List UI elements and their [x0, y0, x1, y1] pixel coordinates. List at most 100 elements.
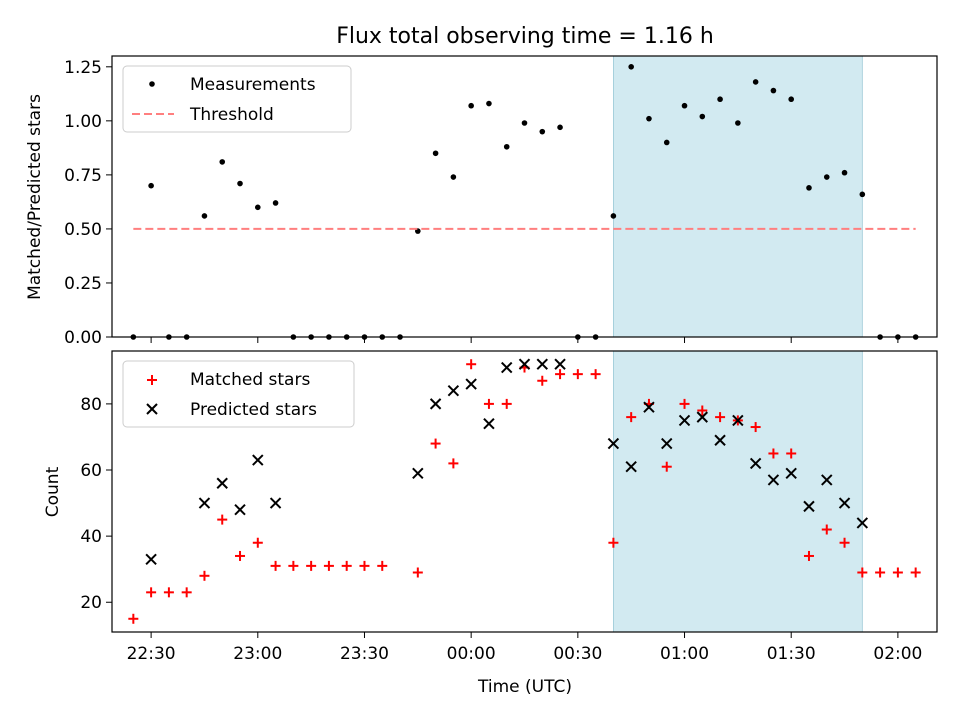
- observing-window-span: [613, 55, 863, 338]
- y-tick-label: 20: [80, 593, 102, 613]
- bottom-panel: 20 40 60 80 22:30 23:00 23:30 00:00 00:30 01:00 0…: [43, 350, 938, 697]
- predicted-stars-point: [198, 497, 211, 509]
- matched-stars-point: [768, 448, 779, 459]
- matched-stars-point: [128, 613, 139, 624]
- predicted-stars-point: [554, 358, 566, 370]
- predicted-stars-point: [732, 414, 744, 427]
- x-tick-label: 22:30: [127, 644, 176, 664]
- predicted-stars-point: [447, 384, 460, 397]
- matched-stars-point: [697, 405, 708, 416]
- matched-stars-point: [821, 524, 832, 535]
- matched-stars-point: [323, 560, 334, 571]
- matched-stars-point: [181, 587, 192, 598]
- matched-stars-point: [199, 570, 210, 581]
- series-predicted-stars: [145, 358, 869, 565]
- measurement-point: [752, 79, 759, 85]
- bottom-x-axis: 22:30 23:00 23:30 00:00 00:30 01:00 01:30 02:00: [127, 632, 922, 664]
- predicted-stars-point: [216, 477, 228, 489]
- bottom-plot-area: [128, 358, 921, 624]
- measurement-point: [148, 182, 154, 189]
- top-axes-frame: [111, 55, 938, 338]
- matched-stars-point: [306, 560, 317, 571]
- predicted-stars-point: [252, 454, 264, 466]
- matched-stars-point: [341, 560, 352, 571]
- legend-matched-label: Matched stars: [190, 370, 310, 390]
- measurement-point: [699, 113, 706, 120]
- y-tick-label: 60: [80, 461, 102, 481]
- matched-stars-point: [483, 398, 494, 409]
- measurement-point: [272, 200, 279, 206]
- matched-stars-point: [875, 567, 886, 578]
- predicted-stars-point: [678, 414, 691, 427]
- measurement-point: [219, 159, 226, 165]
- x-tick-label: 23:30: [340, 644, 389, 664]
- y-tick-label: 80: [80, 395, 102, 415]
- matched-stars-point: [217, 514, 228, 525]
- x-axis-label: Time (UTC): [477, 677, 572, 697]
- matched-stars-point: [679, 398, 690, 409]
- matched-stars-point: [750, 422, 761, 433]
- top-y-axis-label: Matched/Predicted stars: [25, 94, 45, 300]
- matched-stars-point: [892, 567, 903, 578]
- measurement-point: [503, 143, 510, 150]
- y-tick-label: 0.50: [64, 220, 102, 240]
- legend-measurements-marker: [149, 81, 155, 87]
- predicted-stars-point: [696, 411, 709, 423]
- predicted-stars-point: [536, 358, 548, 370]
- matched-stars-point: [839, 537, 850, 548]
- matched-stars-point: [448, 458, 459, 469]
- predicted-stars-point: [714, 434, 726, 446]
- matched-stars-point: [270, 560, 281, 571]
- predicted-stars-point: [856, 517, 869, 529]
- y-tick-label: 0.25: [64, 274, 102, 294]
- measurement-point: [254, 204, 261, 211]
- measurement-point: [788, 96, 795, 103]
- x-tick-label: 23:00: [233, 644, 282, 664]
- y-tick-label: 1.00: [64, 112, 102, 132]
- observing-window-span: [613, 350, 863, 633]
- y-tick-label: 40: [80, 527, 102, 547]
- top-y-axis: 0.00 0.25 0.50 0.75 1.00 1.25: [64, 58, 112, 348]
- measurement-point: [681, 102, 688, 109]
- matched-stars-point: [430, 438, 441, 449]
- matched-stars-point: [359, 560, 370, 571]
- measurement-point: [486, 100, 492, 107]
- predicted-stars-point: [145, 553, 157, 565]
- legend-predicted-marker: [146, 403, 158, 415]
- bottom-legend-box: [122, 360, 355, 428]
- y-tick-label: 0.75: [64, 166, 102, 186]
- chart-title: Flux total observing time = 1.16 h: [336, 24, 714, 49]
- x-tick-label: 00:00: [447, 644, 496, 664]
- measurement-point: [841, 169, 848, 176]
- predicted-stars-point: [643, 401, 655, 413]
- measurement-point: [823, 174, 830, 180]
- x-tick-label: 01:30: [767, 644, 816, 664]
- measurement-point: [237, 180, 243, 187]
- measurement-point: [859, 191, 866, 198]
- measurement-point: [450, 174, 457, 180]
- legend-measurements-label: Measurements: [190, 75, 316, 95]
- predicted-stars-point: [234, 503, 246, 516]
- measurement-point: [646, 115, 652, 122]
- matched-stars-point: [555, 369, 566, 380]
- matched-stars-point: [715, 412, 726, 423]
- matched-stars-point: [377, 560, 388, 571]
- top-shaded-span: [613, 55, 863, 338]
- predicted-stars-point: [518, 358, 531, 370]
- matched-stars-point: [608, 537, 619, 548]
- measurement-point: [521, 120, 528, 126]
- legend-threshold-label: Threshold: [189, 105, 274, 125]
- predicted-stars-point: [661, 437, 673, 450]
- x-tick-label: 01:00: [660, 644, 709, 664]
- matched-stars-point: [252, 537, 263, 548]
- matched-stars-point: [661, 461, 672, 472]
- matched-stars-point: [572, 369, 583, 380]
- legend-predicted-label: Predicted stars: [190, 400, 317, 420]
- predicted-stars-point: [785, 467, 797, 480]
- measurement-point: [432, 150, 439, 157]
- y-tick-label: 1.25: [64, 58, 102, 78]
- measurement-point: [201, 213, 208, 219]
- matched-stars-point: [235, 550, 246, 561]
- bottom-shaded-span: [613, 350, 863, 633]
